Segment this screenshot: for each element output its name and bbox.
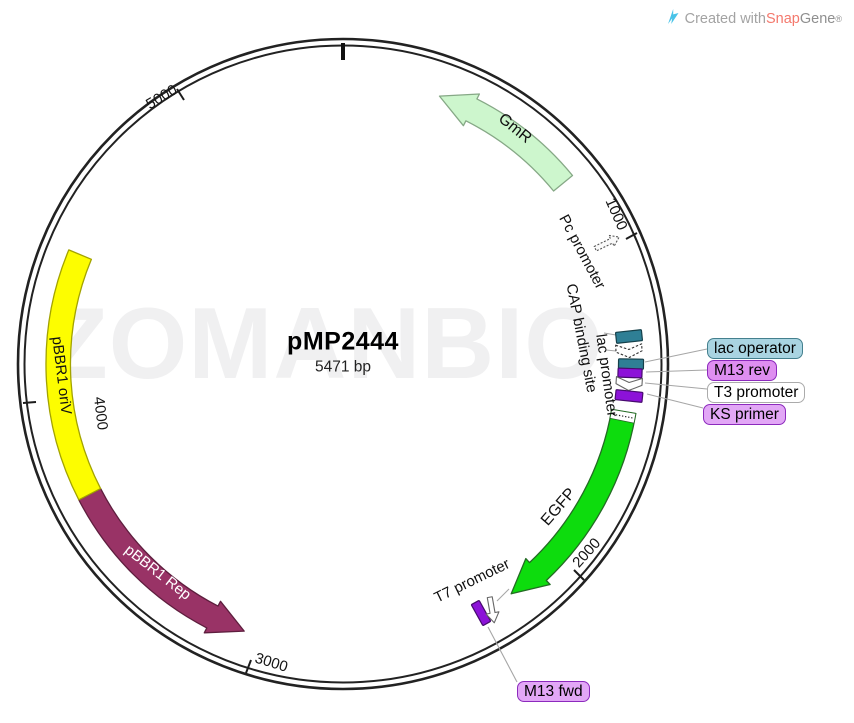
feature-hatch-ticks (612, 413, 634, 419)
callout-t3-promoter[interactable]: T3 promoter (707, 381, 806, 403)
tick-mark-4000 (22, 401, 37, 404)
plasmid-name: pMP2444 (287, 327, 399, 356)
callout-m13-fwd[interactable]: M13 fwd (517, 681, 590, 702)
tick-mark-3000 (245, 659, 252, 674)
credit-brand-gene: Gene (799, 10, 836, 27)
credit-brand-snap: Snap (766, 10, 800, 27)
cap-binding-site-block[interactable] (614, 329, 644, 344)
tick-mark-1000 (625, 232, 638, 240)
snapgene-icon (666, 8, 679, 29)
plasmid-size: 5471 bp (314, 358, 372, 376)
t7-promoter-arrow[interactable] (483, 596, 500, 624)
pc-promoter-arrow[interactable] (593, 232, 622, 254)
leader-line-3 (646, 393, 704, 409)
tick-label-4000: 4000 (90, 396, 111, 431)
callout-m13-rev[interactable]: M13 rev (707, 360, 777, 381)
feature-arc-egfp[interactable] (510, 408, 637, 595)
t3-promoter-arrow[interactable] (615, 376, 643, 392)
pc-promoter-label[interactable]: Pc promoter (555, 212, 608, 292)
lac-promoter-arrow[interactable] (615, 343, 643, 359)
feature-arc-pbbr1-oriv[interactable] (45, 249, 102, 501)
callout-ks-primer[interactable]: KS primer (703, 403, 786, 425)
credit-registered: ® (835, 13, 842, 24)
ks-primer-block[interactable] (614, 389, 644, 403)
feature-arc-gmr[interactable] (438, 93, 574, 192)
leader-line-1 (645, 369, 708, 373)
plasmid-backbone-outer (16, 37, 670, 691)
leader-line-2 (644, 382, 708, 390)
leader-line-4 (487, 626, 518, 683)
tick-mark-2000 (573, 569, 585, 581)
leader-line-5 (603, 332, 617, 336)
tick-mark-5000 (176, 88, 185, 101)
snapgene-credit: Created with Snap Gene ® (666, 8, 842, 29)
plasmid-title-block: pMP2444 5471 bp (287, 328, 399, 377)
feature-arc-pbbr1-rep[interactable] (78, 487, 245, 634)
tick-label-1000: 1000 (602, 195, 631, 232)
callout-lac-operator[interactable]: lac operator (707, 338, 803, 359)
leader-line-6 (605, 349, 617, 352)
t7-promoter-label[interactable]: T7 promoter (432, 555, 513, 606)
leader-line-0 (644, 348, 708, 363)
m13-fwd-block[interactable] (471, 600, 491, 626)
watermark: ZOMANBIO (46, 288, 604, 400)
credit-prefix: Created with (684, 10, 766, 27)
leader-line-7 (496, 588, 510, 602)
m13-rev-block[interactable] (617, 367, 643, 379)
